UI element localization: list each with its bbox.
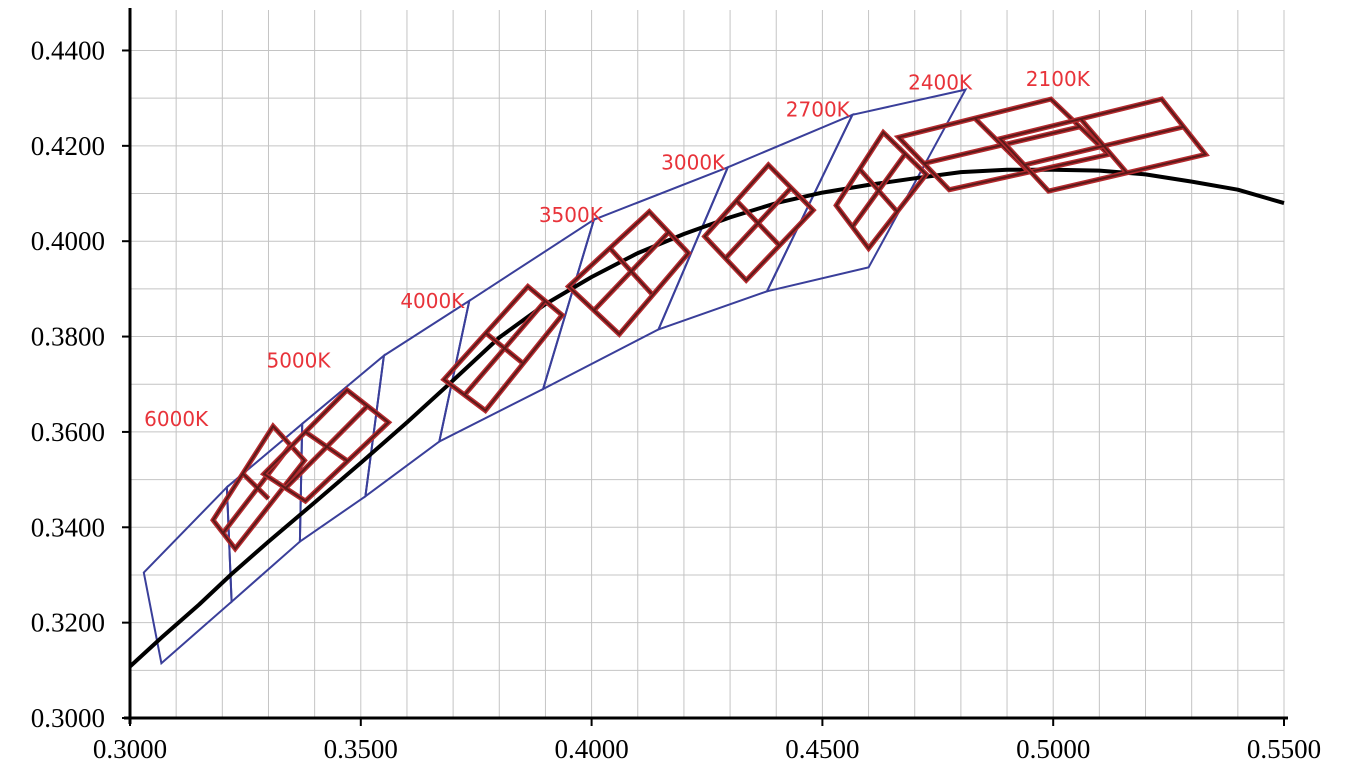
x-tick-label: 0.5000: [1016, 734, 1090, 764]
red-quadrangle-4000k: [440, 283, 566, 414]
red-quadrangle-outline-inner: [442, 285, 564, 412]
red-quadrangle-2700k: [833, 128, 930, 253]
cct-label-4000k: 4000K: [400, 289, 465, 313]
planckian-locus: [128, 167, 1285, 668]
y-tick-label: 0.3000: [31, 703, 105, 733]
red-quadrangle-divider-inner: [242, 473, 270, 500]
red-quadrangle-2100k: [995, 96, 1210, 194]
red-quadrangle-divider-inner: [851, 152, 907, 228]
cct-label-6000k: 6000K: [144, 407, 209, 431]
y-tick-label: 0.4200: [31, 131, 105, 161]
y-tick-label: 0.3600: [31, 417, 105, 447]
red-quadrangle-divider-inner: [923, 125, 1081, 165]
y-tick-label: 0.3200: [31, 608, 105, 638]
blue-quadrangles: [142, 88, 968, 666]
y-tick-label: 0.4400: [31, 35, 105, 65]
red-quadrangle-divider-inner: [283, 404, 369, 490]
cct-labels: 6000K 5000K 4000K 3500K 3000K 2700K 2400K 2100K: [144, 67, 1091, 431]
cct-label-2400k: 2400K: [908, 71, 973, 95]
locus-line: [128, 167, 1285, 668]
y-axis-ticks: 0.3000 0.3200 0.3400 0.3600 0.3800 0.4000 0.42…: [31, 35, 130, 733]
red-quadrangle-3000k: [701, 161, 817, 284]
red-quadrangle-divider-inner: [463, 300, 547, 396]
red-quadrangle-5000k: [259, 386, 393, 505]
y-tick-label: 0.3400: [31, 512, 105, 542]
red-quadrangle-outline-inner: [262, 388, 391, 503]
blue-quadrangle-2100k: [765, 88, 968, 293]
axes: [124, 8, 1288, 724]
red-quadrangle-outline-inner: [834, 130, 928, 251]
x-tick-label: 0.5500: [1247, 734, 1321, 764]
cct-label-3500k: 3500K: [539, 203, 604, 227]
x-tick-label: 0.3000: [93, 734, 167, 764]
red-quadrangle-outline-inner: [567, 210, 690, 336]
red-quadrangle-divider-inner: [593, 230, 670, 312]
cct-label-5000k: 5000K: [266, 349, 331, 373]
red-quadrangles: [210, 96, 1210, 553]
y-tick-label: 0.3800: [31, 322, 105, 352]
x-tick-label: 0.3500: [324, 734, 398, 764]
red-quadrangle-outline-inner: [998, 97, 1208, 193]
x-tick-label: 0.4000: [554, 734, 628, 764]
x-axis-ticks: 0.3000 0.3500 0.4000 0.4500 0.5000 0.5500: [93, 718, 1321, 764]
cct-label-2100k: 2100K: [1026, 67, 1091, 91]
red-quadrangle-outline-inner: [211, 424, 306, 551]
grid: [129, 10, 1285, 719]
blue-quadrangle-3500k: [364, 298, 471, 499]
y-tick-label: 0.4000: [31, 226, 105, 256]
red-quadrangle-divider-inner: [1024, 125, 1185, 166]
red-quadrangle-outline-inner: [703, 163, 815, 282]
red-quadrangle-3500k: [564, 208, 692, 338]
cct-label-2700k: 2700K: [786, 97, 851, 121]
red-quadrangle-divider-inner: [724, 187, 792, 260]
x-tick-label: 0.4500: [785, 734, 859, 764]
cct-label-3000k: 3000K: [661, 151, 726, 175]
